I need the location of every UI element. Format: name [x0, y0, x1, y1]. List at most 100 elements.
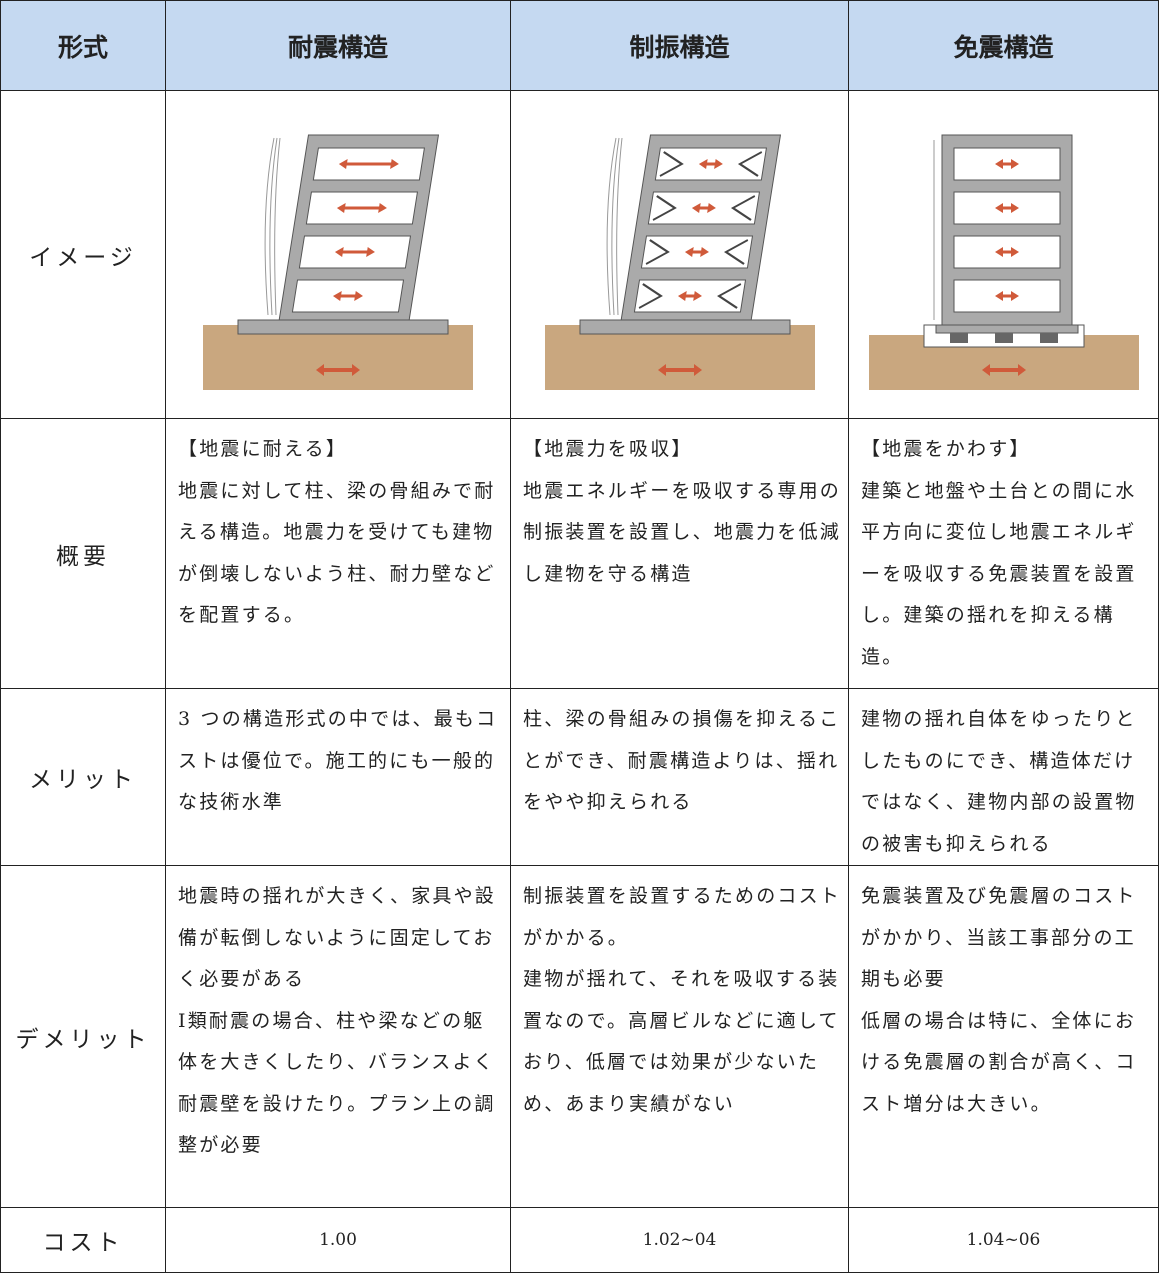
table-row: イメージ: [0, 90, 1159, 419]
image-cell: [165, 90, 511, 419]
paragraph: Ⅰ類耐震の場合、柱や梁などの躯体を大きくしたり、バランスよく耐震壁を設けたり。プ…: [178, 1009, 496, 1157]
sway-line: [606, 137, 616, 315]
arrow-head: [1010, 290, 1019, 301]
arrow-head: [332, 290, 342, 301]
table-row: 概要 【地震に耐える】地震に対して柱、梁の骨組みで耐える構造。地震力を受けても建物…: [0, 418, 1159, 689]
paragraph: 1.00: [319, 1230, 357, 1250]
paragraph: 免震装置及び免震層のコストがかかり、当該工事部分の工期も必要: [861, 885, 1137, 990]
paragraph: 地震時の揺れが大きく、家具や設備が転倒しないように固定しておく必要がある: [178, 885, 497, 990]
paragraph: 3 つの構造形式の中では、最もコストは優位で。施工的にも一般的な技術水準: [178, 708, 498, 813]
arrow-head: [1017, 363, 1026, 376]
arrow-head: [354, 290, 363, 301]
arrow-head: [699, 246, 709, 257]
table-row: デメリット 地震時の揺れが大きく、家具や設備が転倒しないように固定しておく必要があ…: [0, 865, 1159, 1208]
foundation: [237, 319, 449, 334]
row-label: デメリット: [0, 865, 166, 1208]
arrow-head: [338, 158, 348, 169]
paragraph: 【地震をかわす】: [861, 438, 1031, 460]
building: [618, 134, 781, 330]
arrow-head: [692, 290, 702, 301]
sway-line: [615, 137, 622, 315]
sway-line: [610, 137, 619, 315]
illustration: [868, 134, 1139, 390]
text-cell: 1.04~06: [848, 1207, 1159, 1273]
paragraph: 【地震に耐える】: [178, 438, 348, 460]
arrow-head: [691, 202, 701, 213]
damper: [645, 238, 748, 265]
arrow-head: [677, 290, 687, 301]
header-cell: 形式: [0, 0, 166, 91]
arrow-head: [657, 363, 666, 376]
text-cell: 3 つの構造形式の中では、最もコストは優位で。施工的にも一般的な技術水準: [165, 688, 511, 866]
arrow-head: [1010, 202, 1019, 213]
sway-line: [264, 137, 275, 315]
isolator: [1039, 332, 1058, 343]
arrow-head: [994, 290, 1003, 301]
header-cell: 耐震構造: [165, 0, 511, 91]
text-cell: 【地震をかわす】建築と地盤や土台との間に水平方向に変位し地震エネルギーを吸収する…: [848, 418, 1159, 689]
arrow-head: [1010, 158, 1019, 169]
arrow-head: [1010, 246, 1019, 257]
paragraph: 制振装置を設置するためのコストがかかる。: [523, 885, 842, 949]
paragraph: 【地震力を吸収】: [523, 438, 693, 460]
arrow-head: [352, 363, 360, 376]
damper: [659, 150, 762, 177]
arrow-head: [713, 158, 723, 169]
text-cell: 免震装置及び免震層のコストがかかり、当該工事部分の工期も必要 低層の場合は特に、全…: [848, 865, 1159, 1208]
foundation: [579, 319, 790, 334]
row-label: イメージ: [0, 90, 166, 419]
damper: [638, 282, 741, 309]
building: [277, 134, 440, 330]
paragraph: 柱、梁の骨組みの損傷を抑えることができ、耐震構造よりは、揺れをやや抑えられる: [523, 708, 841, 813]
arrow-head: [366, 246, 375, 257]
header-row: 形式 耐震構造 制振構造 免震構造: [0, 0, 1159, 91]
text-cell: 制振装置を設置するためのコストがかかる。建物が揺れて、それを吸収する装置なので。…: [510, 865, 849, 1208]
arrow-head: [390, 158, 399, 169]
paragraph: 地震に対して柱、梁の骨組みで耐える構造。地震力を受けても建物が倒壊しないよう柱、…: [178, 479, 496, 627]
text-cell: 【地震に耐える】地震に対して柱、梁の骨組みで耐える構造。地震力を受けても建物が倒…: [165, 418, 511, 689]
paragraph: 低層の場合は特に、全体における免震層の割合が高く、コスト増分は大きい。: [861, 1009, 1137, 1115]
isolator: [994, 332, 1013, 343]
text-cell: 1.00: [165, 1207, 511, 1273]
arrow-head: [698, 158, 708, 169]
arrow-head: [693, 363, 702, 376]
illustration: [203, 134, 473, 390]
row-label: コスト: [0, 1207, 166, 1273]
arrow-head: [994, 246, 1003, 257]
paragraph: 1.04~06: [966, 1230, 1041, 1250]
isolator: [949, 332, 968, 343]
sway-line: [269, 137, 278, 315]
ground: [203, 324, 473, 390]
arrow-head: [378, 202, 387, 213]
ground: [544, 324, 815, 390]
paragraph: 建築と地盤や土台との間に水平方向に変位し地震エネルギーを吸収する免震装置を設置し…: [861, 479, 1137, 668]
text-cell: 建物の揺れ自体をゆったりとしたものにでき、構造体だけではなく、建物内部の設置物の…: [848, 688, 1159, 866]
arrow-head: [994, 202, 1003, 213]
text-cell: 柱、梁の骨組みの損傷を抑えることができ、耐震構造よりは、揺れをやや抑えられる: [510, 688, 849, 866]
header-cell: 免震構造: [848, 0, 1159, 91]
paragraph: 1.02~04: [642, 1230, 717, 1250]
arrow-head: [336, 202, 346, 213]
paragraph: 建物が揺れて、それを吸収する装置なので。高層ビルなどに適しており、低層では効果が…: [523, 968, 840, 1115]
illustration: [544, 134, 815, 390]
paragraph: 建物の揺れ自体をゆったりとしたものにでき、構造体だけではなく、建物内部の設置物の…: [861, 708, 1137, 855]
building: [941, 134, 1072, 330]
image-cell: [510, 90, 849, 419]
row-label: 概要: [0, 418, 166, 689]
table-row: コスト 1.00 1.02~04 1.04~06: [0, 1207, 1159, 1273]
arrow-head: [706, 202, 716, 213]
arrow-head: [316, 363, 324, 376]
arrow-head: [334, 246, 344, 257]
text-cell: 【地震力を吸収】 地震エネルギーを吸収する専用の制振装置を設置し、地震力を低減し建…: [510, 418, 849, 689]
row-label: メリット: [0, 688, 166, 866]
sway-line: [274, 137, 281, 315]
arrow-head: [684, 246, 694, 257]
header-cell: 制振構造: [510, 0, 849, 91]
arrow-head: [981, 363, 990, 376]
arrow-head: [994, 158, 1003, 169]
text-cell: 1.02~04: [510, 1207, 849, 1273]
damper: [652, 194, 755, 221]
